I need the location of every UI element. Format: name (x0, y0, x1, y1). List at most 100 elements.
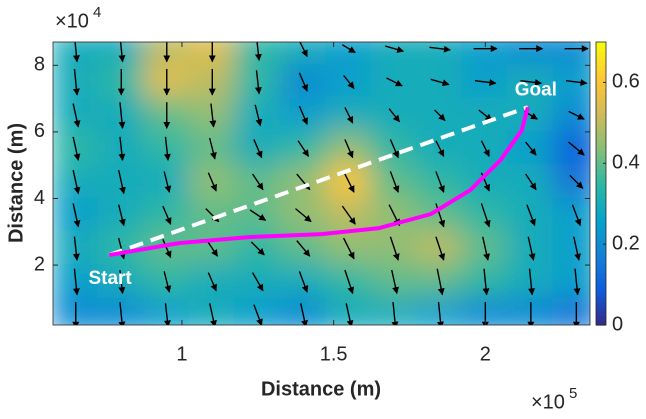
flow-arrow (296, 240, 311, 257)
flow-arrow (341, 205, 356, 225)
colorbar-swatch (596, 98, 606, 104)
colorbar-swatch (596, 122, 606, 128)
colorbar-swatch (596, 254, 606, 260)
flow-arrow (163, 171, 172, 193)
colorbar-swatch (596, 117, 606, 123)
flow-arrow (389, 171, 400, 193)
flow-arrow (207, 172, 217, 192)
colorbar-swatch (596, 131, 606, 137)
flow-arrow (430, 78, 450, 87)
colorbar-swatch (596, 103, 606, 109)
flow-arrow (162, 205, 172, 225)
colorbar-swatch (596, 145, 606, 152)
flow-arrow (482, 236, 490, 261)
planned-path (108, 106, 530, 258)
flow-arrow (300, 303, 308, 325)
flow-arrow (480, 140, 490, 157)
field-layer (53, 42, 590, 325)
flow-arrow (435, 140, 445, 157)
colorbar-swatch (596, 60, 606, 67)
y-exponent-base: ×10 (55, 10, 89, 32)
flow-arrow (250, 241, 265, 256)
flow-arrow (208, 303, 217, 325)
flow-arrow (118, 301, 126, 325)
colorbar-swatch (596, 51, 606, 57)
flow-arrow (568, 141, 585, 156)
flow-arrow (299, 42, 308, 58)
flow-arrow (435, 203, 446, 228)
heat-cell (325, 42, 373, 67)
y-tick-label: 6 (34, 120, 45, 142)
flow-arrow (342, 237, 355, 260)
flow-arrow (118, 42, 126, 63)
heat-cell (416, 42, 464, 67)
flow-arrow (209, 103, 217, 128)
flow-arrow (209, 137, 217, 160)
colorbar-swatch (596, 235, 606, 241)
colorbar-swatch (596, 291, 606, 298)
x-tick-label: 2 (480, 343, 491, 365)
flow-arrow (72, 236, 80, 261)
colorbar-swatch (596, 70, 606, 76)
flow-arrow (474, 78, 497, 86)
colorbar-swatch (596, 282, 606, 288)
flow-arrow (72, 136, 81, 161)
flow-arrow (344, 269, 355, 295)
flow-arrow (252, 173, 264, 191)
colorbar-swatch (596, 150, 606, 156)
colorbar-swatch (596, 301, 606, 307)
colorbar-swatch (596, 263, 606, 269)
flow-arrow (389, 236, 400, 261)
heat-cell (507, 42, 555, 67)
colorbar-swatch (596, 287, 606, 293)
flow-arrow (72, 68, 80, 96)
colorbar-swatch (596, 216, 606, 222)
heat-cell (552, 297, 590, 325)
heat-cell (552, 264, 590, 300)
flow-arrow (434, 109, 446, 121)
heat-cell (552, 197, 590, 233)
colorbar-swatch (596, 42, 606, 48)
x-tick-label: 1.5 (320, 343, 348, 365)
colorbar-swatch (596, 268, 606, 274)
colorbar-swatch (596, 126, 606, 133)
colorbar-swatch (596, 192, 606, 199)
colorbar-swatch (596, 296, 606, 303)
heat-cell (370, 42, 419, 67)
flow-arrow (528, 268, 535, 296)
heat-cell (552, 164, 590, 200)
flow-arrow (389, 139, 399, 159)
flow-arrow (118, 269, 126, 295)
flow-arrow (298, 271, 309, 293)
flow-arrow (72, 203, 81, 228)
colorbar-swatch (596, 108, 606, 114)
colorbar-swatch (596, 178, 606, 185)
colorbar-tick-label: 0.6 (612, 71, 640, 93)
colorbar-swatch (596, 258, 606, 265)
flow-arrow (388, 108, 401, 123)
y-tick-label: 2 (34, 253, 45, 275)
flow-arrow (437, 301, 444, 325)
flow-arrow (341, 44, 356, 54)
flow-arrow (386, 77, 403, 87)
flow-arrow (480, 203, 491, 228)
flow-arrow (118, 136, 126, 161)
colorbar-swatch (596, 136, 606, 142)
flow-arrow (254, 104, 263, 127)
flow-arrow (571, 204, 582, 227)
flow-arrow (251, 272, 264, 292)
colorbar: 0 0.2 0.4 0.6 (595, 41, 640, 335)
colorbar-swatch (596, 230, 606, 236)
flow-arrow (163, 136, 171, 161)
colorbar-swatch (596, 112, 606, 119)
flow-arrow (525, 173, 537, 191)
flow-arrow (254, 42, 262, 62)
colorbar-swatch (596, 65, 606, 71)
colorbar-swatch (596, 273, 606, 279)
flow-arrow (344, 139, 354, 159)
colorbar-swatch (596, 79, 606, 86)
flow-arrow (435, 236, 446, 261)
colorbar-swatch (596, 202, 606, 208)
flow-arrow (72, 169, 81, 195)
